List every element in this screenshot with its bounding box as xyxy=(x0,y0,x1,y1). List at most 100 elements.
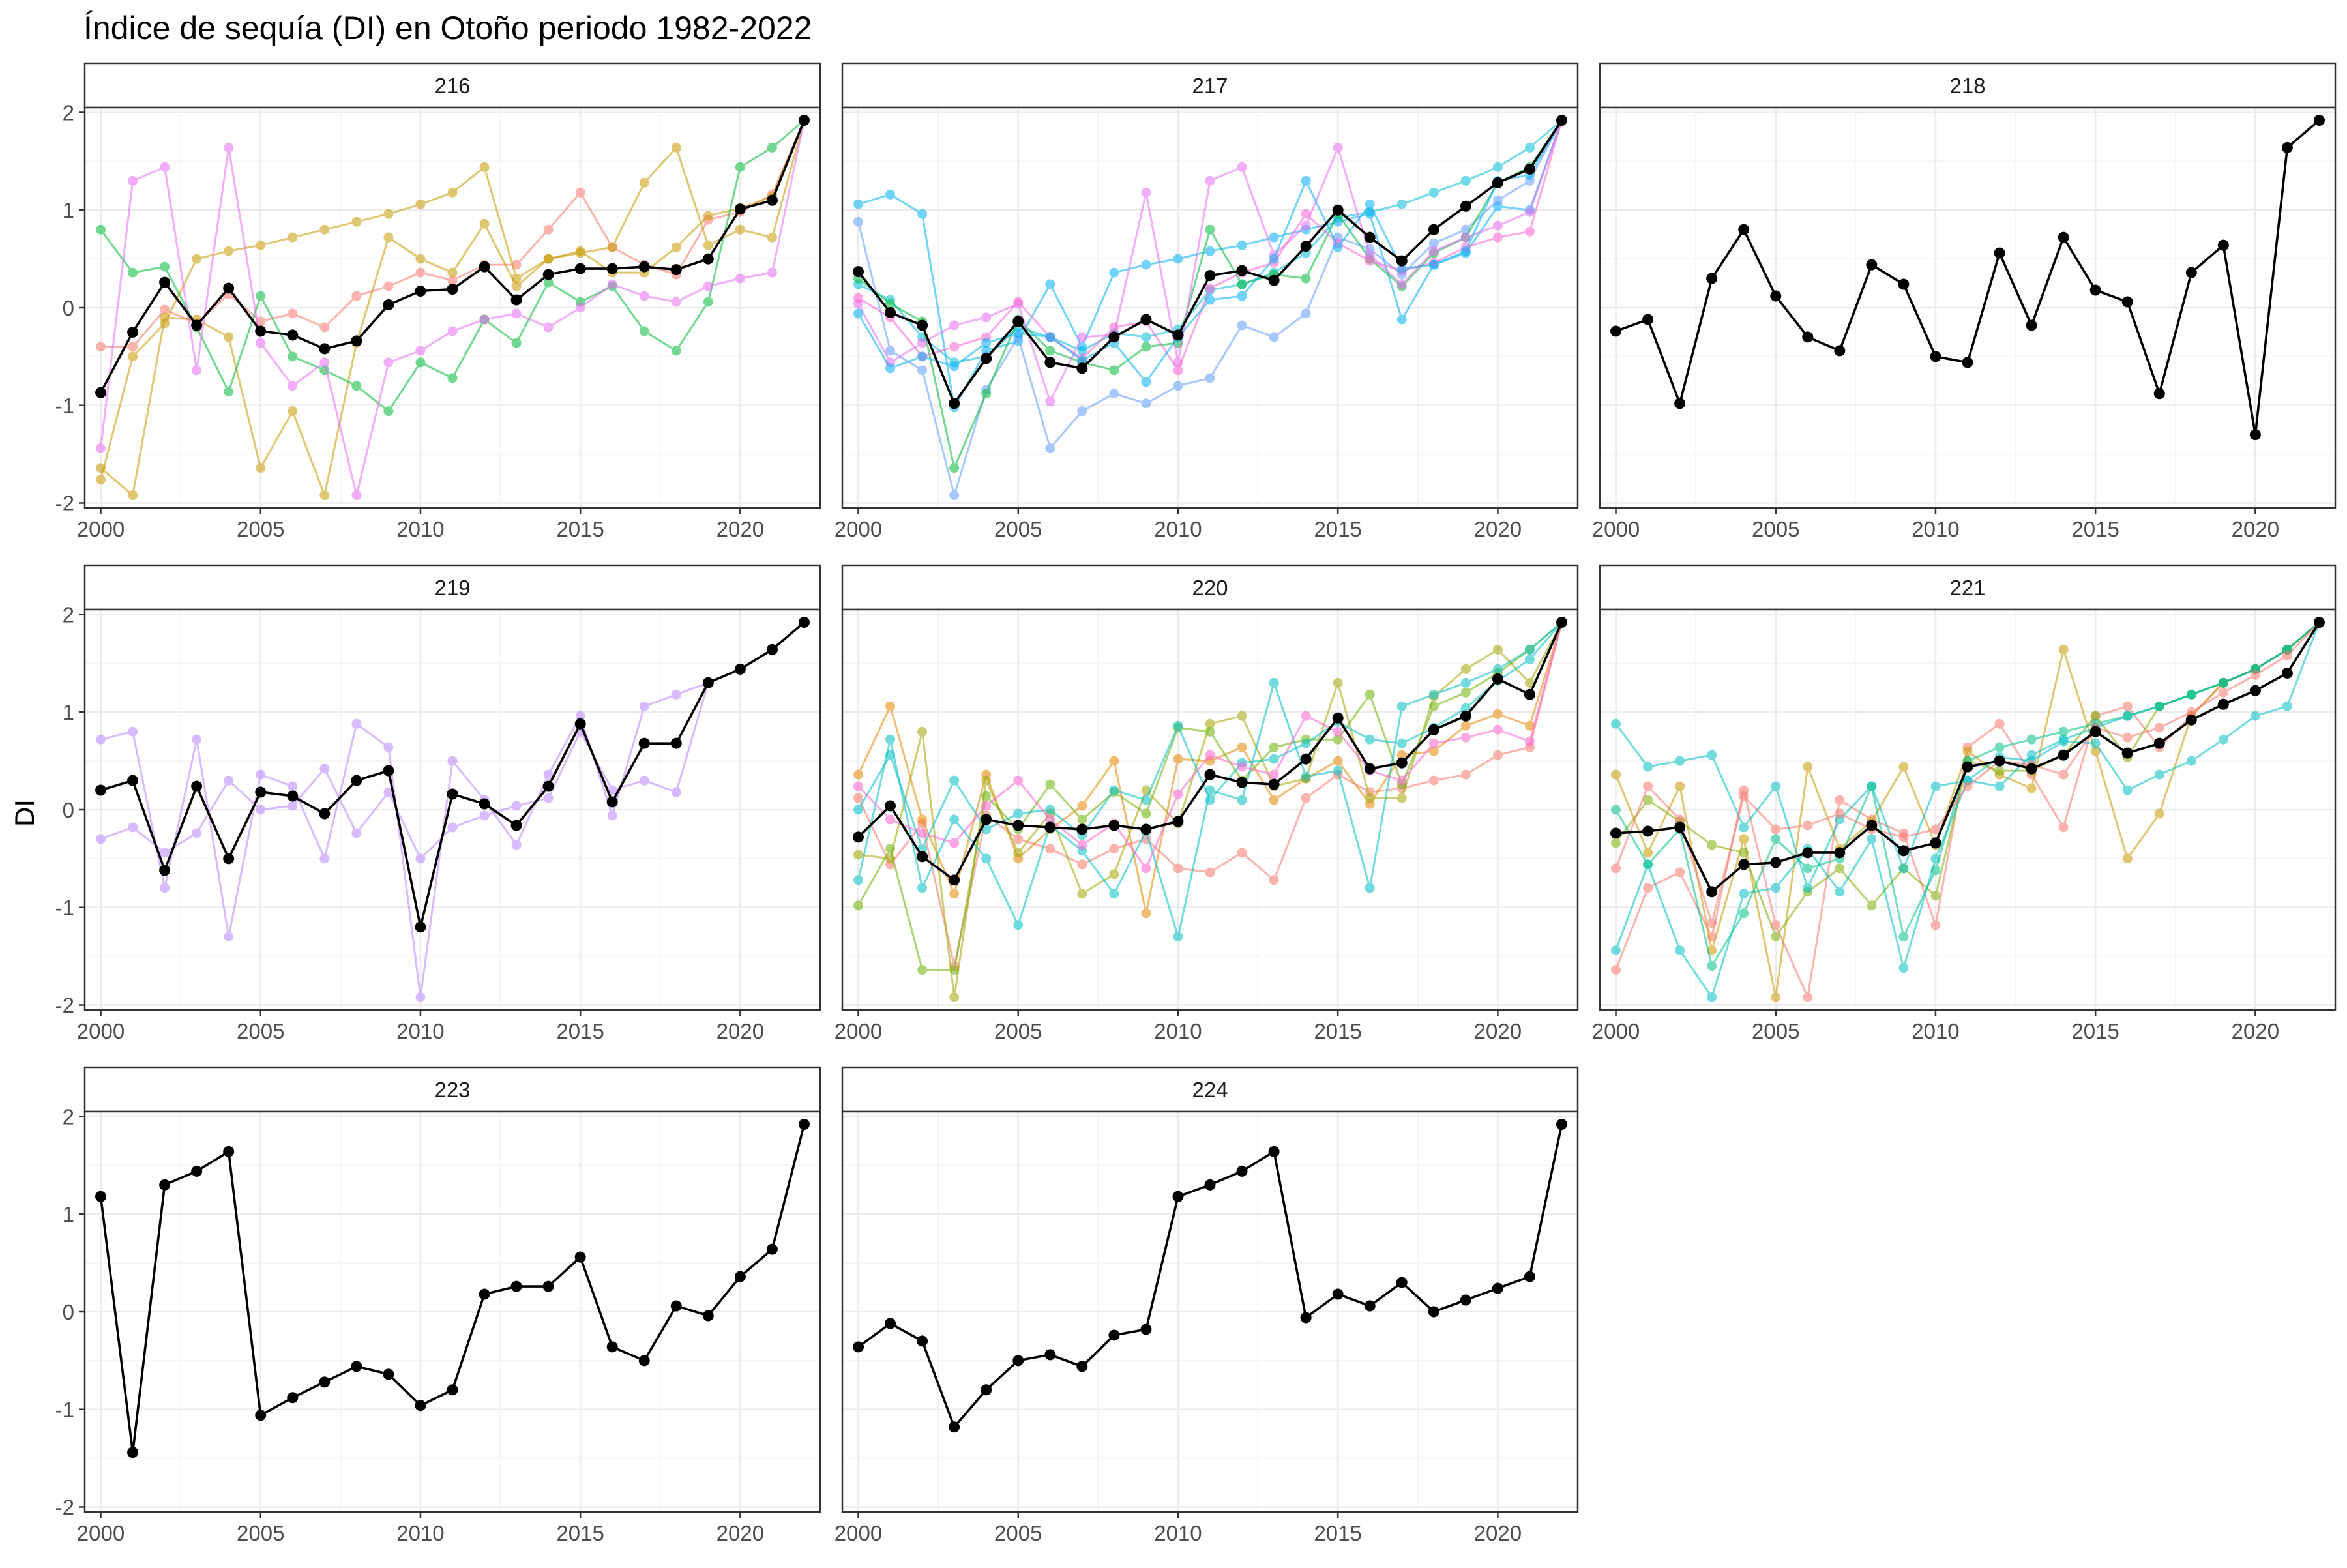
mean-point xyxy=(510,1280,522,1292)
station-point xyxy=(671,142,681,153)
x-tick-label: 2000 xyxy=(1592,1019,1640,1043)
station-point xyxy=(2122,732,2133,743)
station-point xyxy=(1611,718,1621,729)
station-point xyxy=(319,853,330,864)
station-point xyxy=(671,297,681,307)
station-point xyxy=(1269,254,1279,264)
station-point xyxy=(1643,859,1653,870)
x-tick-label: 2015 xyxy=(556,1019,604,1043)
station-point xyxy=(1109,756,1119,766)
station-point xyxy=(447,275,458,286)
station-point xyxy=(1930,920,1941,930)
station-point xyxy=(1205,795,1215,805)
station-point xyxy=(511,281,522,291)
mean-point xyxy=(1930,837,1941,849)
station-point xyxy=(1109,844,1119,854)
mean-point xyxy=(1460,200,1471,212)
station-point xyxy=(1045,844,1055,854)
station-point xyxy=(1771,883,1781,893)
mean-point xyxy=(447,788,458,800)
mean-series xyxy=(853,616,1567,886)
mean-point xyxy=(2058,231,2069,243)
station-point xyxy=(1739,848,1749,858)
mean-point xyxy=(542,269,554,280)
mean-point xyxy=(1044,357,1056,368)
mean-point xyxy=(734,203,746,215)
station-point xyxy=(1173,932,1183,942)
mean-point xyxy=(574,263,586,274)
station-point xyxy=(1492,220,1503,231)
mean-point xyxy=(127,775,139,786)
station-point xyxy=(1930,865,1941,876)
station-point xyxy=(1333,734,1343,745)
station-point xyxy=(1396,199,1407,209)
facet-panel-217: 217 2000 2005 2010 2015 2020 xyxy=(834,62,1579,541)
mean-point xyxy=(415,921,426,933)
facet-panel-220: 220 2000 2005 2010 2015 2020 xyxy=(834,564,1579,1043)
station-point xyxy=(949,361,960,372)
station-point xyxy=(2218,734,2228,745)
mean-point xyxy=(319,1376,331,1388)
station-point xyxy=(2250,711,2260,721)
mean-point xyxy=(885,1318,896,1329)
station-point xyxy=(1739,834,1749,844)
station-point xyxy=(2122,701,2133,711)
station-point xyxy=(447,373,458,383)
station-point xyxy=(1803,762,1813,772)
mean-point xyxy=(1802,331,1814,343)
mean-point xyxy=(1076,362,1088,374)
station-point xyxy=(2186,707,2196,717)
y-tick-label: 0 xyxy=(63,798,74,822)
station-point xyxy=(479,218,490,229)
mean-point xyxy=(1802,847,1814,859)
mean-point xyxy=(1770,857,1782,868)
mean-point xyxy=(2026,763,2037,775)
station-point xyxy=(1898,932,1909,942)
station-point xyxy=(1803,863,1813,874)
station-point xyxy=(949,838,960,848)
station-point xyxy=(2250,670,2260,680)
station-point xyxy=(1428,259,1439,270)
station-point xyxy=(1803,883,1813,893)
station-point xyxy=(981,853,992,864)
station-point xyxy=(192,365,202,376)
station-point xyxy=(1492,709,1503,719)
mean-point xyxy=(1172,329,1184,341)
mean-point xyxy=(1236,1165,1248,1177)
station-point xyxy=(1460,664,1471,674)
station-point xyxy=(1109,365,1119,376)
station-point xyxy=(917,726,928,737)
station-point xyxy=(1428,701,1439,711)
station-point xyxy=(853,781,864,791)
x-tick-label: 2000 xyxy=(834,1019,882,1043)
station-point xyxy=(351,490,362,501)
station-point xyxy=(1237,291,1247,301)
station-point xyxy=(1396,314,1407,325)
station-point xyxy=(1269,677,1279,688)
mean-point xyxy=(127,326,139,338)
station-point xyxy=(1141,863,1151,874)
station-point xyxy=(1396,263,1407,274)
station-point xyxy=(511,840,522,850)
station-point xyxy=(1141,398,1151,409)
station-point xyxy=(1492,195,1503,205)
panel-border xyxy=(1599,608,2337,1011)
mean-point xyxy=(479,798,490,810)
mean-point xyxy=(917,1335,928,1347)
mean-point xyxy=(670,264,682,276)
station-point xyxy=(1524,644,1535,655)
mean-point xyxy=(1044,821,1056,833)
station-point xyxy=(1867,900,1877,911)
station-point xyxy=(1492,162,1503,172)
station-point xyxy=(351,718,362,729)
station-point xyxy=(885,844,896,854)
station-point xyxy=(1707,992,1717,1003)
mean-point xyxy=(1332,204,1344,216)
mean-point xyxy=(853,831,864,843)
mean-point xyxy=(1012,316,1024,327)
station-point xyxy=(1237,762,1247,772)
station-point xyxy=(1428,738,1439,748)
mean-point xyxy=(917,851,928,863)
mean-point xyxy=(1994,755,2005,767)
